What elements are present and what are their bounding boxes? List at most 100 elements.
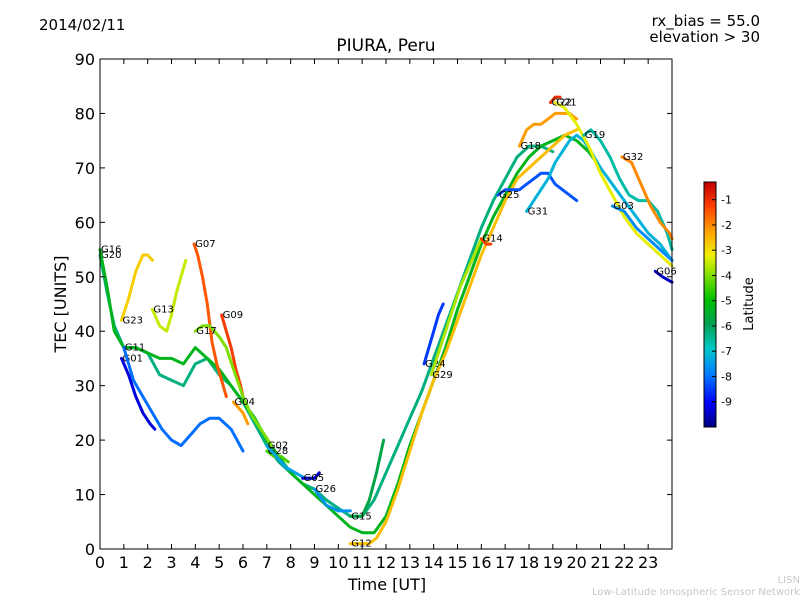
colorbar-tick-label: -6 xyxy=(721,320,732,333)
series-label: G12 xyxy=(351,539,371,550)
x-tick-label: 5 xyxy=(214,553,224,572)
y-tick-label: 10 xyxy=(75,486,95,505)
x-tick-label: 16 xyxy=(471,553,491,572)
series-g32: G32 xyxy=(620,152,674,241)
chart-title: PIURA, Peru xyxy=(336,36,436,56)
colorbar-tick-label: -7 xyxy=(721,345,732,358)
y-tick-label: 0 xyxy=(85,540,95,559)
series-label: G20 xyxy=(101,250,121,261)
series-label: G21 xyxy=(556,98,576,109)
series-g01: G01 xyxy=(120,353,157,431)
y-tick-label: 20 xyxy=(75,431,95,450)
series-label: G28 xyxy=(268,446,288,457)
y-tick-label: 80 xyxy=(75,104,95,123)
x-tick-label: 10 xyxy=(328,553,348,572)
series-g04: G04 xyxy=(232,397,255,426)
series-g06: G06 xyxy=(653,266,677,284)
x-tick-label: 13 xyxy=(400,553,420,572)
colorbar-tick-label: -5 xyxy=(721,295,732,308)
series-g19: G19 xyxy=(582,128,674,252)
x-tick-label: 2 xyxy=(143,553,153,572)
series-line xyxy=(120,356,157,431)
date-label: 2014/02/11 xyxy=(39,16,126,34)
series-g22: G22 xyxy=(549,95,572,109)
series-line xyxy=(150,258,188,333)
series-line xyxy=(98,144,555,518)
y-tick-label: 40 xyxy=(75,322,95,341)
series-label: G01 xyxy=(123,353,143,364)
series-line xyxy=(496,171,579,203)
x-tick-label: 0 xyxy=(95,553,105,572)
series-g23: G23 xyxy=(120,253,154,326)
series-label: G14 xyxy=(482,234,502,245)
x-tick-label: 18 xyxy=(519,553,539,572)
series-label: G11 xyxy=(125,343,145,354)
series-g16: G16 xyxy=(98,133,602,535)
series-line xyxy=(549,95,562,105)
series-label: G18 xyxy=(521,141,541,152)
x-tick-label: 1 xyxy=(119,553,129,572)
colorbar-label: Latitude xyxy=(742,277,757,331)
x-tick-label: 20 xyxy=(566,553,586,572)
footer-network: Low-Latitude Ionospheric Sensor Network xyxy=(592,587,800,598)
series-label: G19 xyxy=(585,130,605,141)
series-label: G07 xyxy=(195,239,215,250)
series-g31: G31 xyxy=(525,133,674,262)
series-label: G02 xyxy=(268,441,288,452)
rx-bias-label: rx_bias = 55.0 xyxy=(651,12,760,30)
series-line xyxy=(610,204,674,262)
series-line xyxy=(232,400,250,426)
series-g14: G14 xyxy=(479,234,503,246)
x-tick-label: 6 xyxy=(238,553,248,572)
series-line xyxy=(653,269,674,284)
colorbar-tick-label: -3 xyxy=(721,244,732,257)
series-g21: G21 xyxy=(553,98,674,268)
x-tick-label: 23 xyxy=(638,553,658,572)
colorbar-ticks: -1 -2 -3 -4 -5 -6 -7 -8 -9 xyxy=(712,194,732,409)
series-line xyxy=(120,253,154,322)
series-label: G09 xyxy=(223,310,243,321)
series-label: G17 xyxy=(196,326,216,337)
series-label: G25 xyxy=(499,190,519,201)
colorbar-tick-label: -8 xyxy=(721,370,732,383)
elevation-label: elevation > 30 xyxy=(649,28,760,46)
series-line xyxy=(301,471,321,480)
series-line xyxy=(429,237,483,377)
x-tick-label: 22 xyxy=(614,553,634,572)
series-g20: G20 xyxy=(98,144,555,518)
series-line xyxy=(98,133,602,535)
series-g15: G15 xyxy=(348,438,386,522)
series-line xyxy=(479,237,493,246)
series-label: G32 xyxy=(623,152,643,163)
series-g17: G17 xyxy=(193,324,274,448)
series-line xyxy=(192,242,228,399)
series-g25: G25 xyxy=(496,171,579,203)
series-g07: G07 xyxy=(192,239,228,399)
y-tick-label: 30 xyxy=(75,377,95,396)
x-axis-label: Time [UT] xyxy=(347,575,426,594)
footer-lisn: LISN xyxy=(777,575,800,586)
x-tick-label: 9 xyxy=(309,553,319,572)
colorbar-tick-label: -4 xyxy=(721,269,732,282)
x-tick-label: 12 xyxy=(376,553,396,572)
series-g03: G03 xyxy=(610,201,674,262)
colorbar-tick-label: -1 xyxy=(721,194,732,207)
series-label: G13 xyxy=(153,304,173,315)
x-tick-label: 11 xyxy=(352,553,372,572)
series-line xyxy=(553,101,674,268)
series-label: G23 xyxy=(123,315,143,326)
series-line xyxy=(313,487,352,513)
x-tick-label: 14 xyxy=(423,553,443,572)
y-tick-label: 70 xyxy=(75,159,95,178)
x-tick-label: 8 xyxy=(286,553,296,572)
y-tick-label: 50 xyxy=(75,268,95,287)
series-line xyxy=(620,155,674,241)
x-tick-label: 7 xyxy=(262,553,272,572)
series-label: G05 xyxy=(304,473,324,484)
colorbar-tick-label: -2 xyxy=(721,219,732,232)
series-label: G31 xyxy=(528,206,548,217)
series-label: G15 xyxy=(351,511,371,522)
x-tick-label: 19 xyxy=(543,553,563,572)
